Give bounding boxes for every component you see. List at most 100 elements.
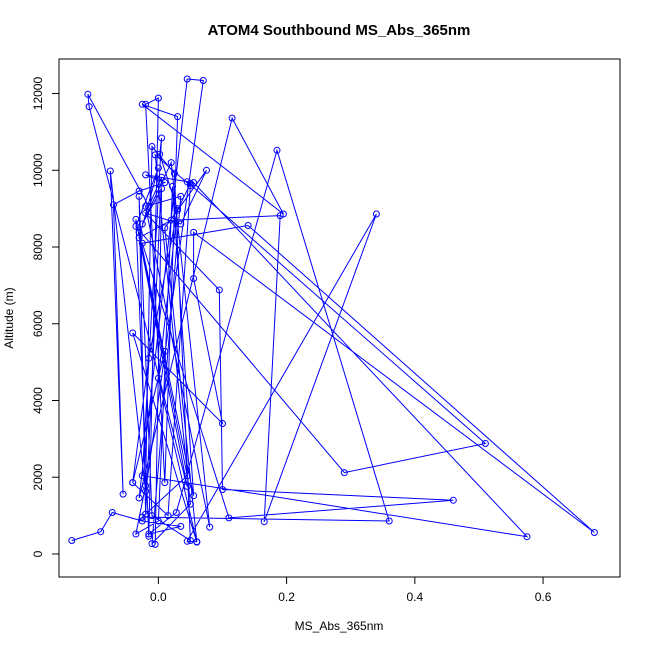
data-point	[161, 179, 169, 187]
data-point	[164, 512, 172, 520]
data-point	[523, 533, 531, 541]
data-point	[84, 90, 92, 98]
data-point	[276, 212, 284, 220]
x-tick-label: 0.6	[535, 590, 552, 604]
data-point	[183, 482, 191, 490]
y-tick-label: 12000	[31, 77, 45, 111]
data-point	[273, 146, 281, 154]
data-point	[449, 496, 457, 504]
data-point	[190, 228, 198, 236]
data-point	[142, 202, 150, 210]
data-point	[129, 329, 137, 337]
data-point	[142, 171, 150, 179]
x-tick-label: 0.0	[150, 590, 167, 604]
data-point	[156, 150, 164, 158]
data-point	[167, 216, 175, 224]
data-point	[158, 173, 166, 181]
data-point	[219, 420, 226, 427]
data-point	[340, 469, 348, 477]
data-point	[174, 113, 182, 121]
data-point	[138, 472, 146, 480]
y-tick-label: 2000	[31, 464, 45, 491]
data-point	[385, 517, 393, 525]
data-point	[177, 522, 185, 530]
data-point	[68, 537, 76, 544]
data-point	[148, 540, 156, 548]
data-point	[142, 487, 150, 495]
data-point	[199, 77, 207, 84]
data-point	[132, 215, 140, 223]
data-point	[97, 528, 105, 536]
data-point	[183, 75, 191, 83]
data-point	[119, 490, 127, 498]
data-point	[132, 530, 140, 538]
data-point	[161, 479, 169, 487]
data-point	[135, 187, 143, 195]
data-point	[186, 537, 194, 544]
data-point	[138, 100, 146, 108]
data-point	[206, 523, 214, 531]
data-point	[135, 234, 143, 242]
data-point	[203, 166, 210, 174]
data-point	[138, 239, 146, 247]
data-point	[132, 222, 140, 230]
data-point	[260, 518, 268, 526]
data-point	[172, 509, 180, 516]
data-point	[145, 532, 153, 540]
data-point	[481, 440, 489, 447]
y-tick-label: 8000	[31, 233, 45, 260]
data-point	[177, 220, 185, 228]
y-tick-label: 0	[31, 550, 45, 557]
data-point	[142, 209, 150, 217]
data-point	[145, 202, 153, 210]
data-point	[138, 220, 146, 228]
data-point	[169, 182, 176, 190]
data-point	[148, 143, 156, 150]
data-point	[151, 540, 159, 548]
data-point	[158, 185, 166, 193]
data-point	[106, 167, 114, 175]
data-point	[161, 347, 169, 355]
y-tick-label: 4000	[31, 387, 45, 414]
data-point	[177, 192, 185, 200]
data-point	[590, 529, 598, 536]
data-point	[154, 164, 162, 172]
x-tick-label: 0.2	[278, 590, 295, 604]
data-point	[183, 537, 191, 545]
x-axis: 0.0 0.2 0.4 0.6	[150, 576, 552, 604]
data-point	[85, 103, 93, 111]
data-point	[244, 222, 252, 229]
data-point	[167, 159, 175, 167]
data-point	[145, 354, 153, 362]
data-point	[186, 500, 194, 508]
data-point	[161, 224, 169, 232]
data-point	[186, 182, 194, 190]
x-axis-label: MS_Abs_365nm	[295, 619, 384, 633]
data-point	[225, 514, 233, 522]
x-tick-label: 0.4	[406, 590, 423, 604]
data-point	[193, 538, 201, 546]
data-point	[215, 286, 223, 294]
data-series	[68, 75, 598, 548]
data-point	[129, 479, 137, 487]
chart-title: ATOM4 Southbound MS_Abs_365nm	[208, 22, 471, 39]
data-point	[190, 492, 198, 500]
data-point	[110, 201, 117, 209]
data-point	[372, 210, 380, 218]
data-point	[108, 509, 116, 516]
data-point	[145, 530, 153, 538]
data-point	[148, 512, 156, 520]
data-point	[228, 114, 236, 122]
data-point	[170, 169, 178, 177]
data-point	[151, 151, 159, 159]
data-point	[138, 517, 146, 525]
data-point	[174, 205, 182, 213]
y-axis: 0 2000 4000 6000 8000 10000 12000	[31, 77, 60, 557]
data-point	[154, 374, 162, 382]
series-line	[71, 78, 595, 545]
data-point	[154, 94, 162, 102]
data-point	[135, 228, 143, 236]
y-tick-label: 10000	[31, 153, 45, 187]
